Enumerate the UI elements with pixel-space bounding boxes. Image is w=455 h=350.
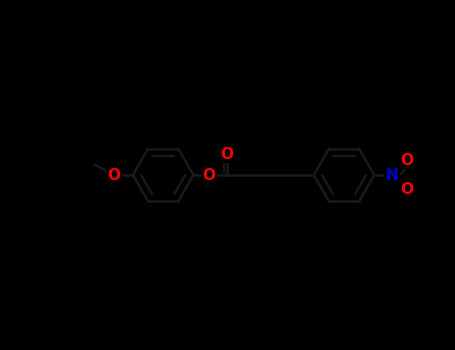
Text: O: O <box>202 168 216 182</box>
Text: O: O <box>221 147 234 162</box>
Text: O: O <box>400 153 414 168</box>
Text: O: O <box>107 168 120 182</box>
Text: N: N <box>386 168 399 182</box>
Text: O: O <box>400 182 414 197</box>
